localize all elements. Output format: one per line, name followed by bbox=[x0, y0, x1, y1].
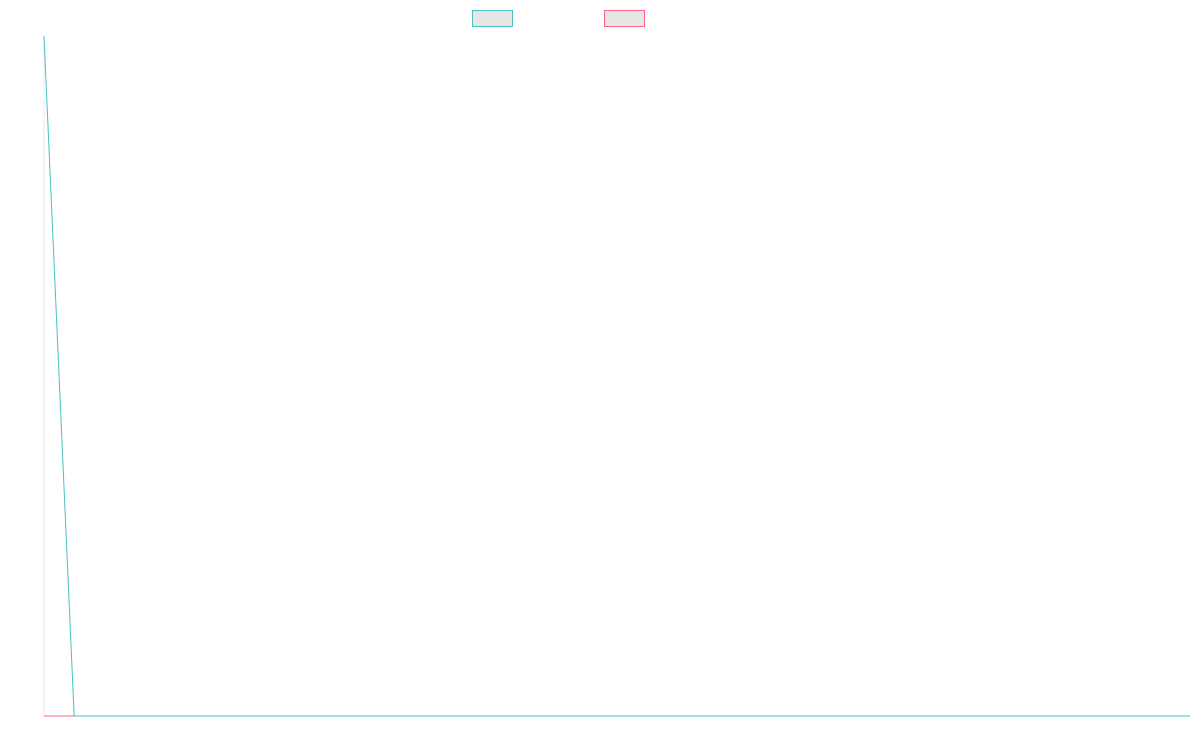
legend bbox=[472, 10, 645, 27]
axes bbox=[43, 36, 1190, 717]
legend-swatch-2 bbox=[604, 10, 645, 27]
legend-item-2[interactable] bbox=[604, 10, 645, 27]
series-layer bbox=[43, 35, 1190, 717]
series-line-1 bbox=[43, 35, 1190, 717]
legend-item-1[interactable] bbox=[472, 10, 513, 27]
series-1 bbox=[43, 35, 1190, 717]
legend-swatch-1 bbox=[472, 10, 513, 27]
